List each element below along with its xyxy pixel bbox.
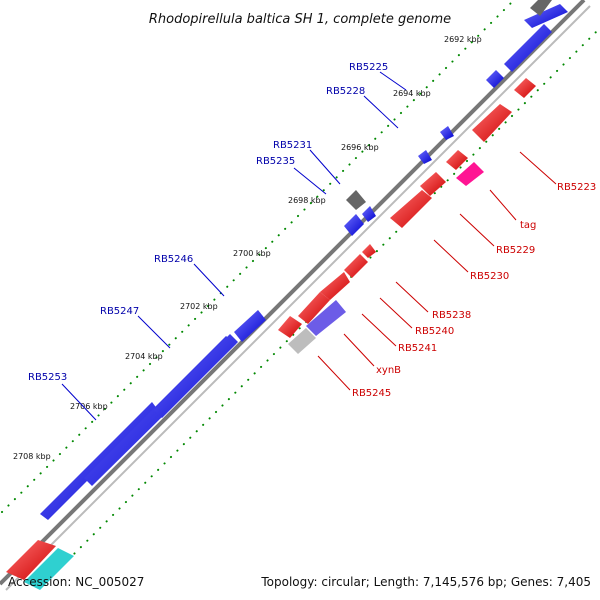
gene-arrow[interactable] [278, 316, 302, 338]
gene-arrow[interactable] [154, 334, 238, 418]
gene-arrow[interactable] [440, 126, 454, 140]
genome-title: Rhodopirellula baltica SH 1, complete ge… [149, 12, 451, 27]
gene-label[interactable]: RB5246 [154, 254, 193, 265]
forward-grey-genes [346, 0, 552, 210]
gene-arrow[interactable] [346, 190, 366, 210]
gene-arrow[interactable] [514, 78, 536, 98]
tick-label: 2692 kbp [444, 35, 482, 44]
tick-label: 2704 kbp [125, 352, 163, 361]
gene-label[interactable]: RB5230 [470, 271, 509, 282]
forward-gene-labels: RB5225 RB5228 RB5231 RB5235 RB5246 RB524… [28, 62, 388, 383]
gene-arrow[interactable] [524, 4, 568, 28]
gene-arrow[interactable] [362, 244, 376, 258]
gene-arrow[interactable] [40, 402, 158, 520]
gene-label[interactable]: RB5231 [273, 140, 312, 151]
genome-backbone [0, 0, 591, 591]
tick-labels: 2692 kbp 2694 kbp 2696 kbp 2698 kbp 2700… [13, 35, 482, 461]
genome-summary-text: Topology: circular; Length: 7,145,576 bp… [260, 575, 591, 589]
gene-arrow-xynB[interactable] [306, 300, 346, 336]
gene-label[interactable]: RB5238 [432, 310, 471, 321]
gene-label[interactable]: RB5245 [352, 388, 391, 399]
tick-label: 2700 kbp [233, 249, 271, 258]
gene-arrow-grey[interactable] [288, 328, 316, 354]
tick-label: 2702 kbp [180, 302, 218, 311]
tick-label: 2706 kbp [70, 402, 108, 411]
gene-arrow-cyan[interactable] [24, 548, 74, 590]
gene-label[interactable]: RB5235 [256, 156, 295, 167]
gene-arrow[interactable] [446, 150, 468, 170]
gene-label[interactable]: RB5247 [100, 306, 139, 317]
reverse-leaders [317, 151, 557, 391]
inner-ticks [67, 27, 600, 561]
gene-arrow[interactable] [320, 272, 350, 300]
gene-label[interactable]: tag [520, 220, 536, 231]
tick-label: 2698 kbp [288, 196, 326, 205]
gene-label[interactable]: RB5241 [398, 343, 437, 354]
gene-arrow[interactable] [472, 104, 512, 142]
gene-label[interactable]: xynB [376, 365, 401, 376]
gene-arrow[interactable] [486, 70, 504, 88]
gene-arrow[interactable] [390, 190, 432, 228]
gene-arrow[interactable] [6, 540, 56, 580]
forward-genes [40, 4, 568, 520]
tick-label: 2694 kbp [393, 89, 431, 98]
gene-arrow[interactable] [420, 172, 446, 196]
gene-label[interactable]: RB5229 [496, 245, 535, 256]
gene-label[interactable]: RB5228 [326, 86, 365, 97]
reverse-genes [6, 78, 536, 580]
gene-label[interactable]: RB5240 [415, 326, 454, 337]
gene-label[interactable]: RB5253 [28, 372, 67, 383]
gene-label[interactable]: RB5225 [349, 62, 388, 73]
gene-arrow[interactable] [344, 254, 368, 278]
gene-arrow[interactable] [530, 0, 552, 16]
gene-arrow[interactable] [418, 150, 432, 164]
gene-arrow-tag[interactable] [456, 162, 484, 186]
forward-leaders [61, 71, 407, 421]
tick-label: 2708 kbp [13, 452, 51, 461]
gene-arrow[interactable] [298, 292, 330, 324]
outer-ticks [1, 0, 516, 513]
accession-text: Accession: NC_005027 [8, 575, 144, 589]
gene-arrow[interactable] [344, 214, 364, 236]
gene-arrow[interactable] [504, 24, 552, 72]
gene-label[interactable]: RB5223 [557, 182, 596, 193]
gene-arrow[interactable] [362, 206, 376, 222]
gene-arrow[interactable] [234, 310, 266, 342]
reverse-gene-labels: RB5223 tag RB5229 RB5230 RB5238 RB5240 R… [352, 182, 596, 399]
tick-label: 2696 kbp [341, 143, 379, 152]
